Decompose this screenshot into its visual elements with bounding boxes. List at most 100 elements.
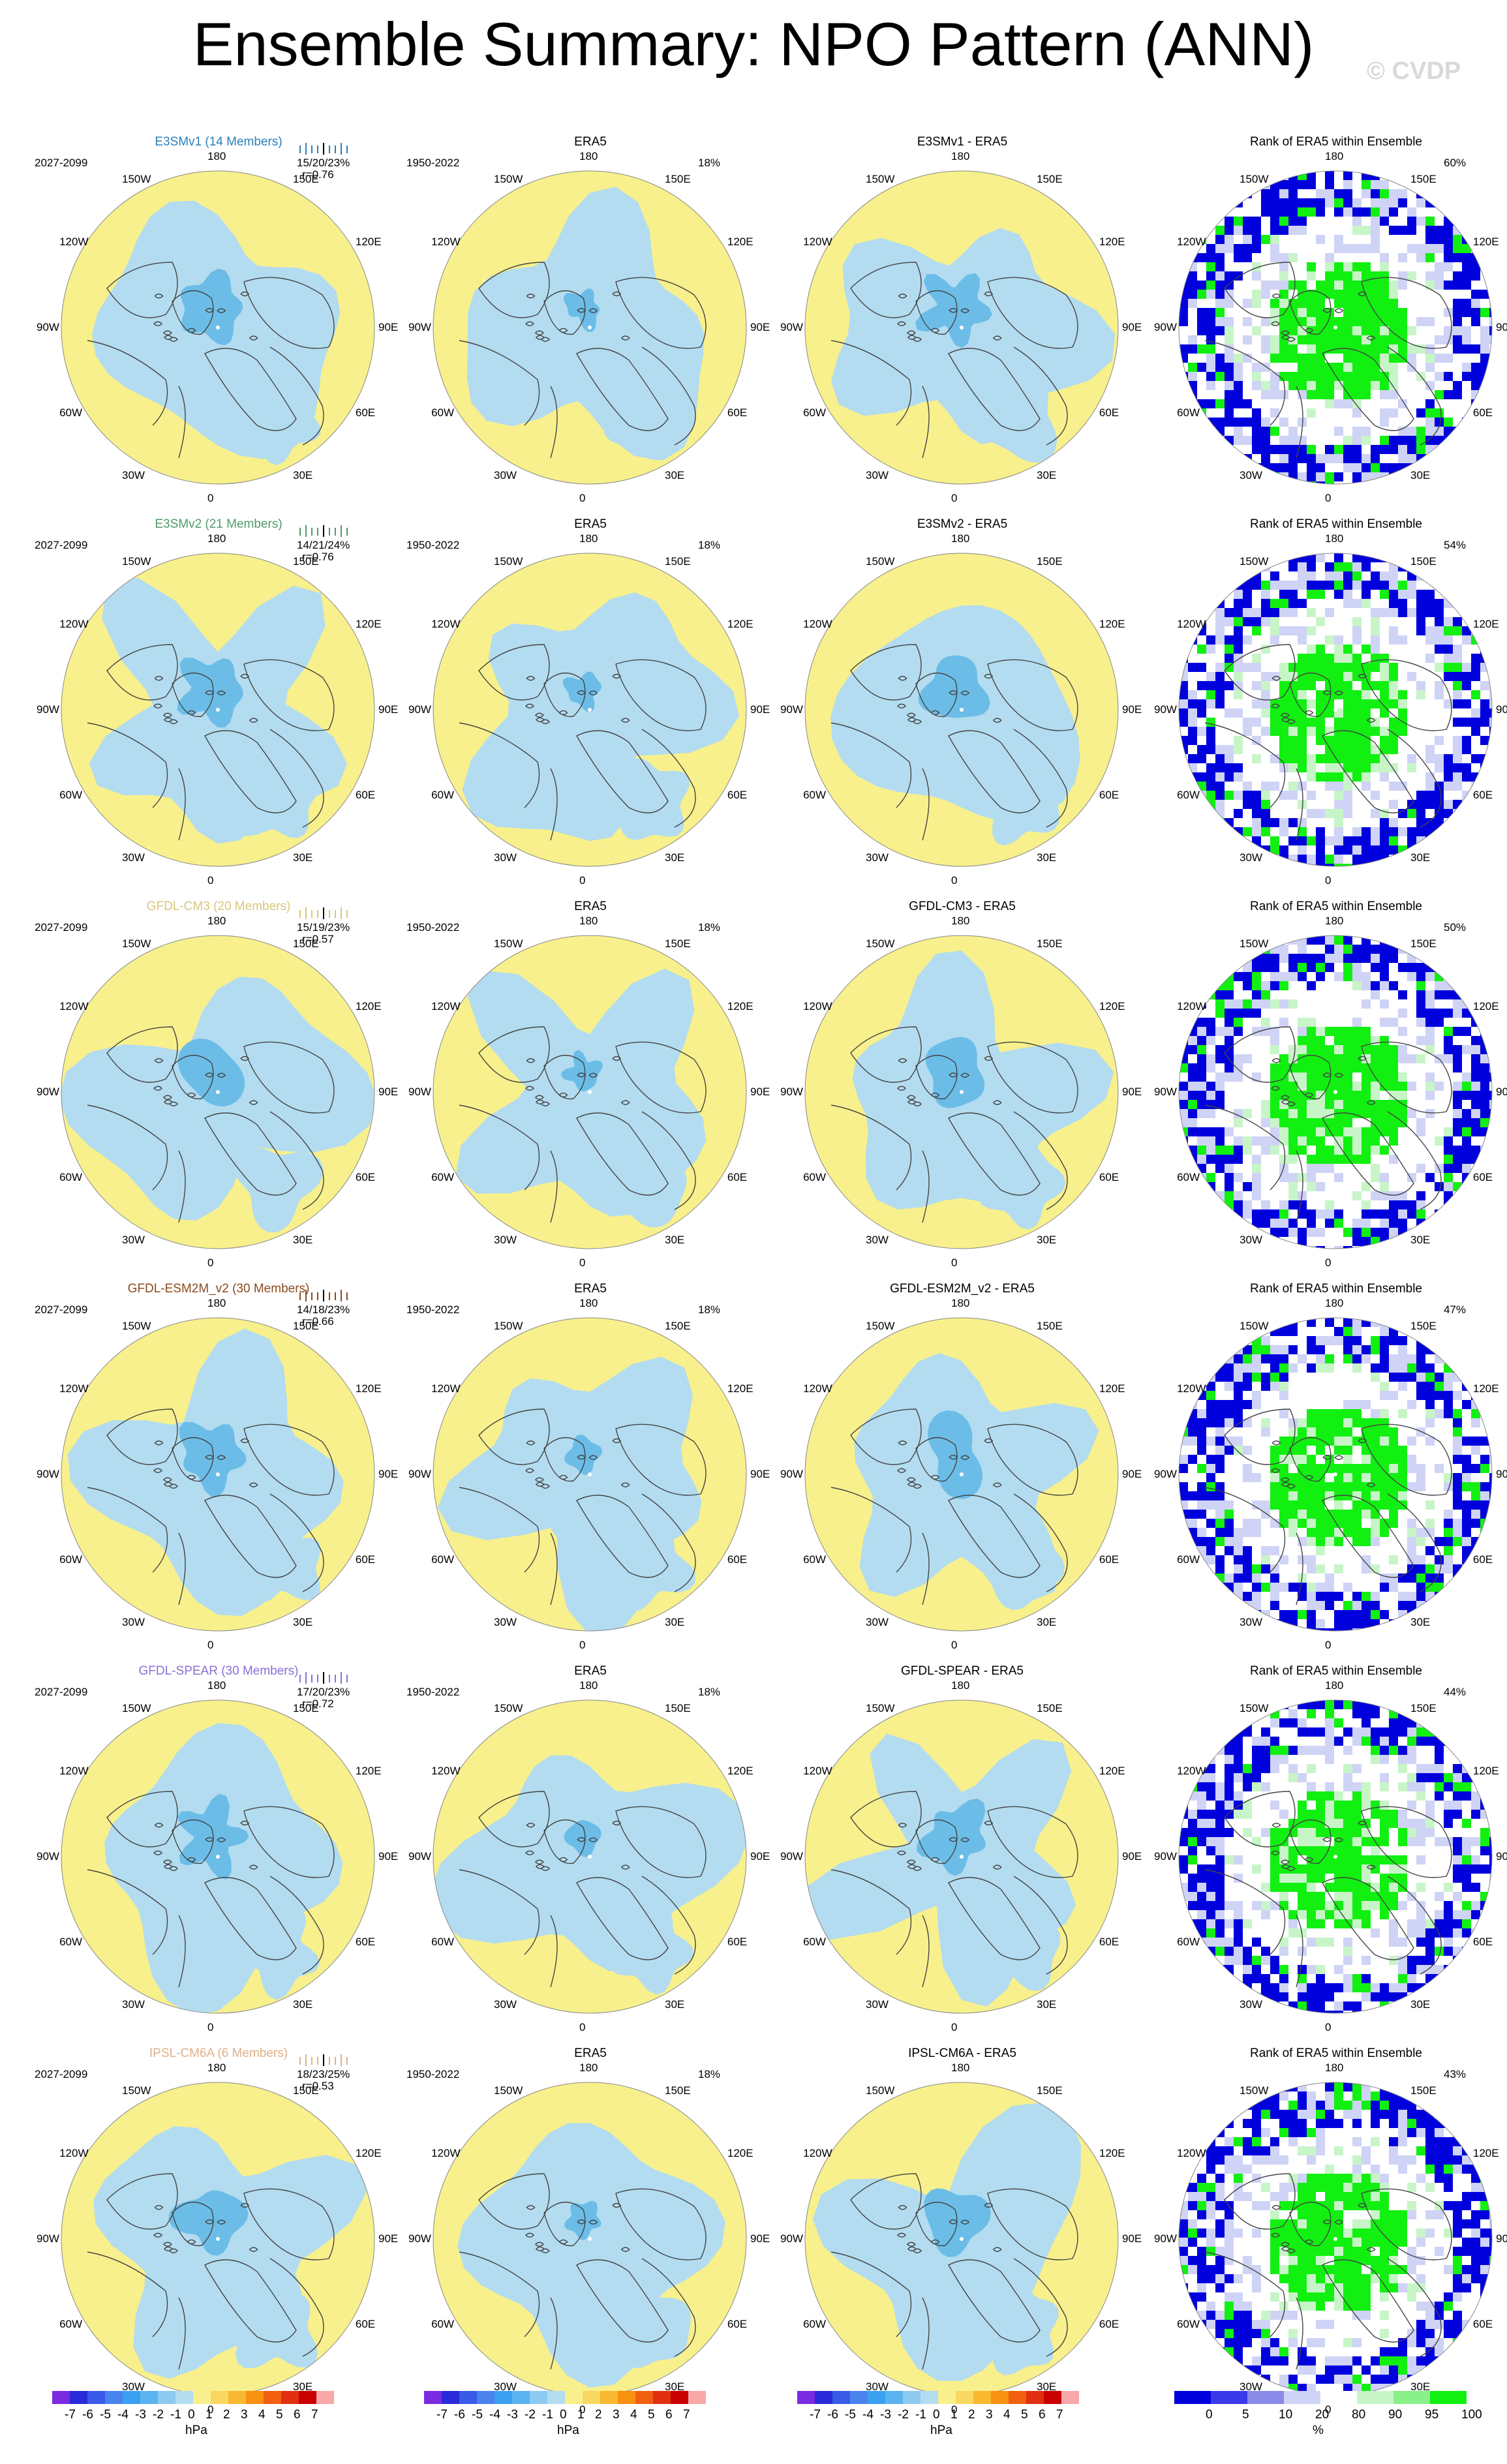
- rank-cell: [1453, 836, 1462, 845]
- rank-cell: [1307, 1901, 1316, 1910]
- coastline-segment: [1204, 1487, 1286, 1573]
- rank-cell: [1489, 699, 1492, 708]
- rank-cell: [1206, 381, 1215, 390]
- rank-cell: [1334, 818, 1343, 827]
- rank-cell: [1179, 1191, 1188, 1200]
- rank-cell: [1380, 1219, 1389, 1228]
- rank-cell: [1261, 472, 1270, 481]
- rank-cell: [1298, 855, 1307, 864]
- rank-cell: [1225, 1373, 1234, 1382]
- rank-cell: [1471, 1864, 1480, 1874]
- rank-cell: [1325, 1091, 1334, 1100]
- island-outline: [1271, 703, 1281, 708]
- rank-cell: [1380, 1063, 1389, 1072]
- explained-variance: 18%: [698, 157, 721, 169]
- rank-cell: [1425, 363, 1435, 372]
- member-bar: [329, 145, 330, 153]
- rank-cell: [1206, 1828, 1215, 1837]
- rank-cell: [1352, 1819, 1362, 1828]
- rank-cell: [1206, 481, 1215, 484]
- longitude-label: 90W: [37, 1850, 59, 1863]
- map-boundary: [1178, 935, 1493, 1249]
- rank-cell: [1380, 855, 1389, 864]
- rank-cell: [1398, 690, 1407, 699]
- rank-cell: [1425, 217, 1435, 226]
- island-outline: [1334, 690, 1344, 695]
- rank-cell: [1462, 363, 1471, 372]
- rank-cell: [1298, 1237, 1307, 1246]
- rank-cell: [1234, 1956, 1243, 1965]
- rank-cell: [1215, 253, 1225, 262]
- rank-cell: [1270, 608, 1279, 617]
- rank-cell: [1380, 1482, 1389, 1491]
- rank-cell: [1480, 1455, 1489, 1464]
- rank-cell: [1380, 1755, 1389, 1764]
- rank-cell: [1243, 718, 1252, 727]
- rank-cell: [1316, 472, 1325, 481]
- rank-cell: [1197, 1146, 1206, 1155]
- rank-cell: [1197, 1054, 1206, 1063]
- island-outline: [1271, 321, 1281, 326]
- rank-cell: [1480, 1718, 1489, 1727]
- longitude-label: 60E: [1099, 789, 1119, 801]
- rank-cell: [1352, 763, 1362, 772]
- rank-cell: [1288, 699, 1298, 708]
- rank-cell: [1416, 1528, 1425, 1537]
- rank-cell: [1225, 1027, 1234, 1036]
- island-outline: [249, 335, 258, 341]
- coastline-segment: [641, 1111, 696, 1210]
- rank-cell: [1480, 954, 1489, 963]
- rank-cell: [1243, 1109, 1252, 1118]
- rank-cell: [1225, 1801, 1234, 1810]
- rank-cell: [1325, 1155, 1334, 1164]
- rank-cell: [1316, 690, 1325, 699]
- rank-cell: [1197, 1237, 1206, 1246]
- longitude-label: 150E: [293, 173, 319, 186]
- rank-cell: [1444, 1127, 1453, 1136]
- rank-cell: [1343, 1063, 1352, 1072]
- rank-cell: [1371, 1519, 1380, 1528]
- rank-cell: [1462, 1919, 1471, 1928]
- rank-cell: [1298, 335, 1307, 344]
- rank-cell: [1334, 1537, 1343, 1546]
- rank-cell: [1197, 553, 1206, 562]
- rank-cell: [1206, 1082, 1215, 1091]
- rank-cell: [1188, 581, 1197, 590]
- north-pole-marker: [588, 1090, 592, 1094]
- rank-cell: [1325, 281, 1334, 290]
- rank-cell: [1362, 244, 1371, 253]
- rank-cell: [1325, 1072, 1334, 1082]
- rank-cell: [1325, 809, 1334, 818]
- rank-cell: [1462, 1209, 1471, 1219]
- island-outline: [930, 1857, 940, 1863]
- member-bar: [346, 1675, 348, 1682]
- rank-cell: [1380, 363, 1389, 372]
- rank-cell: [1371, 1883, 1380, 1892]
- rank-cell: [1380, 818, 1389, 827]
- rank-cell: [1215, 1601, 1225, 1610]
- rank-cell: [1389, 171, 1398, 180]
- longitude-label: 180: [1325, 150, 1344, 162]
- rank-cell: [1343, 454, 1352, 463]
- longitude-label: 0: [1325, 492, 1332, 504]
- island-outline: [1334, 1837, 1344, 1842]
- rank-cell: [1352, 1510, 1362, 1519]
- rank-cell: [1307, 1228, 1316, 1237]
- rank-cell: [1307, 654, 1316, 663]
- rank-cell: [1380, 472, 1389, 481]
- rank-cell: [1425, 1828, 1435, 1837]
- rank-cell: [1371, 1992, 1380, 2001]
- rank-cell: [1453, 599, 1462, 608]
- rank-cell: [1453, 1418, 1462, 1427]
- rank-cell: [1261, 1564, 1270, 1574]
- rank-cell: [1471, 945, 1480, 954]
- rank-cell: [1270, 954, 1279, 963]
- rank-cell: [1471, 1437, 1480, 1446]
- rank-cell: [1206, 281, 1215, 290]
- longitude-label: 90W: [1154, 1086, 1177, 1098]
- rank-cell: [1471, 981, 1480, 990]
- rank-cell: [1480, 1528, 1489, 1537]
- rank-cell: [1279, 418, 1288, 427]
- rank-cell: [1288, 1500, 1298, 1510]
- rank-cell: [1352, 1837, 1362, 1846]
